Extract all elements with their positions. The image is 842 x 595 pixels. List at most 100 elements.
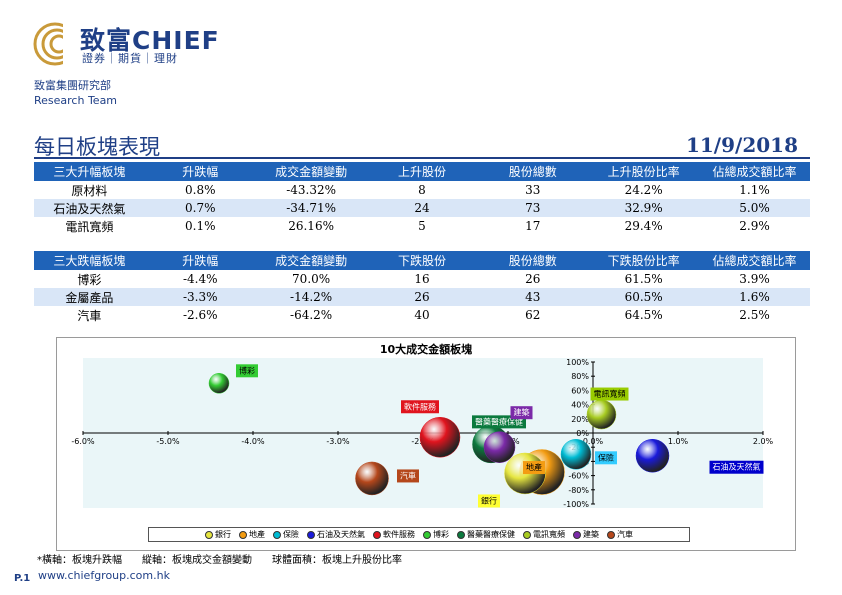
legend-marker	[523, 530, 531, 539]
table-cell: 73	[477, 199, 589, 217]
table-cell: -4.4%	[182, 272, 218, 286]
table-cell: 0.1%	[185, 219, 216, 233]
table-row: 石油及天然氣 0.7% -34.71% 24 73 32.9% 5.0%	[34, 199, 810, 217]
table-cell: 40	[414, 308, 430, 322]
table-cell: 5	[418, 219, 426, 233]
table-cell: 電訊寬頻	[65, 219, 114, 234]
report-date: 11/9/2018	[685, 133, 798, 157]
table-cell: 61.5%	[624, 272, 663, 286]
legend-item: 地產	[239, 529, 265, 540]
table-header-row: 三大跌幅板塊 升跌幅 成交金額變動 下跌股份 股份總數 下跌股份比率 佔總成交額…	[34, 251, 810, 270]
chart-footnote: *橫軸：板塊升跌幅 縱軸：板塊成交金額變動 球體面積：板塊上升股份比率	[37, 555, 402, 566]
table-cell: -3.3%	[144, 288, 256, 306]
data-label-box	[236, 364, 258, 378]
table-cell: 26.16%	[288, 219, 334, 233]
y-tick-label: -100%	[563, 500, 589, 509]
table-cell: 70.0%	[292, 272, 331, 286]
table-cell: 金屬產品	[34, 288, 145, 306]
table-header-cell: 升跌幅	[144, 162, 256, 181]
legend-item: 石油及天然氣	[307, 529, 365, 540]
data-label: 汽車	[400, 470, 416, 480]
table-header-row: 三大升幅板塊 升跌幅 成交金額變動 上升股份 股份總數 上升股份比率 佔總成交額…	[34, 162, 810, 181]
table-cell: 1.1%	[739, 183, 770, 197]
table-header-cell: 上升股份	[366, 162, 478, 181]
table-header-cell: 下跌股份	[366, 251, 478, 270]
legend-item: 汽車	[607, 529, 633, 540]
legend-label: 博彩	[433, 530, 449, 539]
gainers-table: 三大升幅板塊 升跌幅 成交金額變動 上升股份 股份總數 上升股份比率 佔總成交額…	[34, 162, 810, 235]
chief-logo-icon	[33, 22, 77, 66]
data-label: 軟件服務	[404, 401, 436, 411]
legend-item: 醫藥醫療保健	[457, 529, 515, 540]
legend-marker	[205, 530, 213, 539]
table-header-cell: 佔總成交額比率	[699, 251, 810, 270]
table-cell: -14.2%	[255, 288, 367, 306]
table-cell: -43.32%	[286, 183, 337, 197]
legend-marker	[273, 530, 281, 539]
x-tick-label: -4.0%	[241, 437, 265, 446]
table-cell: 0.8%	[185, 183, 216, 197]
table-cell: 博彩	[77, 272, 102, 287]
x-tick-label: -3.0%	[326, 437, 350, 446]
data-label-box	[510, 406, 533, 420]
data-label: 銀行	[481, 495, 497, 505]
table-cell: 43	[477, 288, 589, 306]
table-cell: 62	[525, 308, 541, 322]
data-label: 地產	[526, 462, 542, 472]
y-tick-label: 20%	[571, 415, 589, 424]
table-row: 原材料 0.8% -43.32% 8 33 24.2% 1.1%	[34, 181, 810, 199]
legend-label: 保險	[283, 530, 299, 539]
legend-item: 保險	[273, 529, 299, 540]
legend-label: 電訊寬頻	[533, 530, 565, 539]
table-header-cell: 佔總成交額比率	[699, 162, 810, 181]
y-tick-label: 80%	[571, 372, 589, 381]
table-header-cell: 股份總數	[477, 251, 589, 270]
legend-label: 醫藥醫療保健	[467, 530, 515, 539]
x-tick-label: 1.0%	[668, 437, 689, 446]
website-link[interactable]: www.chiefgroup.com.hk	[38, 569, 170, 582]
table-row: 電訊寬頻 0.1% 26.16% 5 17 29.4% 2.9%	[34, 217, 810, 235]
table-cell: 石油及天然氣	[34, 199, 145, 217]
legend-marker	[457, 530, 465, 539]
table-header-cell: 下跌股份比率	[588, 251, 700, 270]
y-tick-label: 100%	[566, 358, 589, 367]
data-label: 建築	[514, 407, 530, 417]
legend-item: 建築	[573, 529, 599, 540]
legend-marker	[423, 530, 431, 539]
legend-label: 石油及天然氣	[317, 530, 365, 539]
brand-name: 致富CHIEF	[80, 26, 220, 55]
x-tick-label: -5.0%	[156, 437, 180, 446]
page-title: 每日板塊表現	[34, 135, 160, 159]
legend-label: 地產	[249, 530, 265, 539]
title-divider	[34, 157, 810, 159]
table-cell: 33	[525, 183, 541, 197]
data-label-box	[478, 494, 500, 508]
table-header-cell: 上升股份比率	[588, 162, 700, 181]
data-label-box	[595, 451, 617, 465]
data-label: 醫藥醫療保健	[475, 416, 523, 426]
legend-marker	[573, 530, 581, 539]
data-label: 保險	[598, 452, 614, 462]
data-label-box	[397, 469, 419, 483]
table-cell: 3.9%	[739, 272, 770, 286]
department-name-zh: 致富集團研究部	[34, 79, 111, 92]
y-tick-label: -60%	[568, 472, 589, 481]
bubble-chart: 10大成交金額板塊-6.0%-5.0%-4.0%-3.0%-2.0%-1.0%0…	[71, 342, 774, 509]
data-label: 電訊寬頻	[594, 389, 626, 399]
bubble-6	[208, 373, 230, 394]
x-tick-label: 2.0%	[753, 437, 774, 446]
brand-tagline: 證券｜期貨｜理財	[82, 52, 178, 65]
data-label-box	[523, 461, 545, 475]
table-cell: -2.6%	[182, 308, 218, 322]
legend-marker	[239, 530, 247, 539]
table-header-cell: 三大跌幅板塊	[34, 251, 145, 270]
legend-marker	[307, 530, 315, 539]
table-cell: 26	[366, 288, 478, 306]
department: 致富集團研究部 Research Team	[34, 78, 117, 108]
table-header-cell: 成交金額變動	[255, 251, 367, 270]
y-tick-label: 60%	[571, 386, 589, 395]
bubble-5	[419, 417, 461, 458]
y-tick-label: 0%	[576, 429, 589, 438]
bubble-9	[483, 431, 516, 463]
data-label-box	[401, 400, 439, 414]
